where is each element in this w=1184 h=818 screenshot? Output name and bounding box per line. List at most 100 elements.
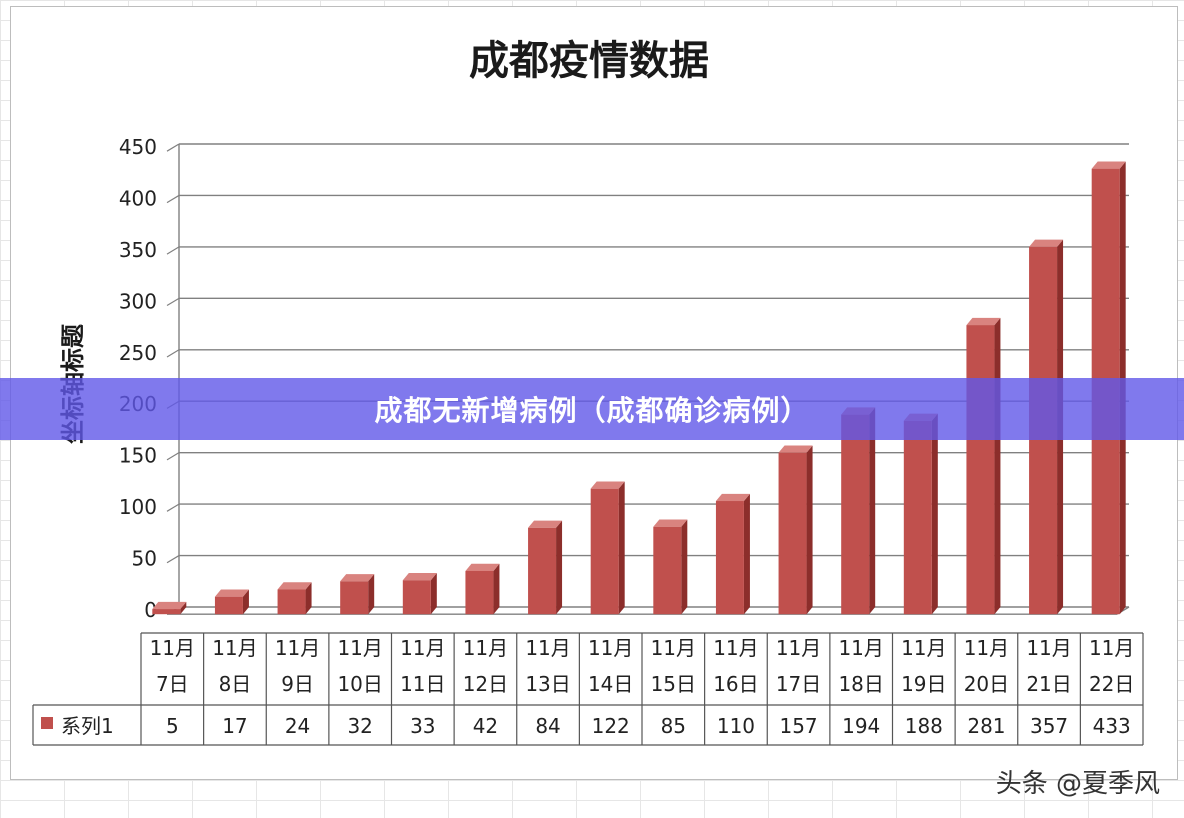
x-tick-label: 12日 (463, 672, 508, 696)
y-tick-label: 100 (119, 495, 157, 519)
data-label: 33 (410, 714, 435, 738)
x-tick-label: 11月 (964, 636, 1009, 660)
x-tick-label: 11月 (463, 636, 508, 660)
x-tick-label: 14日 (588, 672, 633, 696)
y-tick-label: 250 (119, 341, 157, 365)
bar (653, 526, 682, 615)
bar-side (430, 573, 437, 615)
data-label: 281 (967, 714, 1005, 738)
y-tick-label: 300 (119, 289, 157, 313)
x-tick-label: 11月 (1026, 636, 1071, 660)
bar (340, 581, 369, 615)
gridline-diag (166, 555, 180, 564)
x-tick-label: 11月 (901, 636, 946, 660)
data-label: 188 (905, 714, 943, 738)
x-tick-label: 11月 (651, 636, 696, 660)
x-tick-label: 22日 (1089, 672, 1134, 696)
x-tick-label: 15日 (651, 672, 696, 696)
bar (152, 609, 181, 615)
data-label: 157 (779, 714, 817, 738)
bar (402, 580, 431, 615)
data-label: 17 (222, 714, 247, 738)
bar-side (931, 413, 938, 615)
bar-side (556, 520, 563, 615)
watermark: 头条 @夏季风 (995, 769, 1160, 799)
bar-top (590, 481, 625, 489)
x-tick-label: 9日 (281, 672, 314, 696)
bar-top (465, 563, 500, 571)
data-label: 122 (592, 714, 630, 738)
x-tick-label: 11月 (713, 636, 758, 660)
x-tick-label: 13日 (525, 672, 570, 696)
y-tick-label: 50 (132, 547, 157, 571)
bar-side (681, 519, 688, 615)
bar-top (340, 574, 375, 582)
y-tick-label: 150 (119, 444, 157, 468)
y-tick-label: 450 (119, 135, 157, 159)
x-tick-label: 11月 (400, 636, 445, 660)
bar-side (493, 563, 500, 615)
data-label: 85 (661, 714, 686, 738)
data-label: 357 (1030, 714, 1068, 738)
bar (966, 325, 995, 615)
bar-top (715, 493, 750, 502)
data-label: 84 (535, 714, 560, 738)
bar-top (528, 520, 563, 528)
data-label: 24 (285, 714, 310, 738)
bar (903, 420, 932, 615)
x-tick-label: 20日 (964, 672, 1009, 696)
x-tick-label: 16日 (713, 672, 758, 696)
bar-side (305, 582, 312, 615)
bar (715, 501, 744, 615)
data-label: 42 (473, 714, 498, 738)
gridline-diag (166, 349, 180, 358)
x-tick-label: 18日 (838, 672, 883, 696)
bar (778, 452, 807, 615)
chart-title: 成都疫情数据 (469, 38, 709, 84)
y-tick-label: 0 (144, 598, 157, 622)
bar-top (402, 573, 437, 581)
bar (214, 596, 243, 615)
headline-banner: 成都无新增病例（成都确诊病例） (0, 378, 1184, 440)
bar-side (242, 589, 249, 615)
data-table: 11月 7日 5 11月 8日 17 11月 9日 24 11月 10日 32 11月 11日 33 11月 1… (32, 632, 1144, 746)
banner-text: 成都无新增病例（成都确诊病例） (374, 394, 810, 427)
bar-side (994, 317, 1001, 615)
bar-top (152, 601, 187, 610)
x-tick-label: 21日 (1026, 672, 1071, 696)
bar-top (1029, 239, 1064, 247)
bar-side (806, 445, 813, 615)
y-tick-label: 350 (119, 238, 157, 262)
x-tick-label: 11月 (212, 636, 257, 660)
data-label: 5 (166, 714, 179, 738)
x-tick-label: 17日 (776, 672, 821, 696)
bar-side (618, 481, 625, 615)
bar-top (277, 582, 312, 590)
bar-side (180, 601, 187, 615)
bar-side (869, 407, 876, 615)
gridline-diag (166, 194, 180, 204)
x-tick-label: 19日 (901, 672, 946, 696)
x-tick-label: 11月 (337, 636, 382, 660)
gridline-diag (166, 246, 180, 255)
y-tick-label: 400 (119, 186, 157, 210)
gridline-diag (166, 452, 180, 461)
x-tick-label: 11月 (1089, 636, 1134, 660)
bar-top (966, 317, 1001, 326)
bar (465, 570, 494, 615)
x-tick-label: 11月 (838, 636, 883, 660)
x-tick-label: 7日 (156, 672, 189, 696)
data-label: 194 (842, 714, 880, 738)
x-tick-label: 11月 (275, 636, 320, 660)
data-label: 433 (1093, 714, 1131, 738)
x-tick-label: 11日 (400, 672, 445, 696)
bar-top (214, 589, 249, 597)
bar-side (743, 493, 750, 615)
x-tick-label: 11月 (525, 636, 570, 660)
gridline-diag (166, 143, 180, 152)
bar-top (653, 519, 688, 527)
bar (841, 414, 870, 615)
x-tick-label: 8日 (219, 672, 252, 696)
bar (277, 589, 306, 615)
bar-top (1091, 161, 1126, 169)
